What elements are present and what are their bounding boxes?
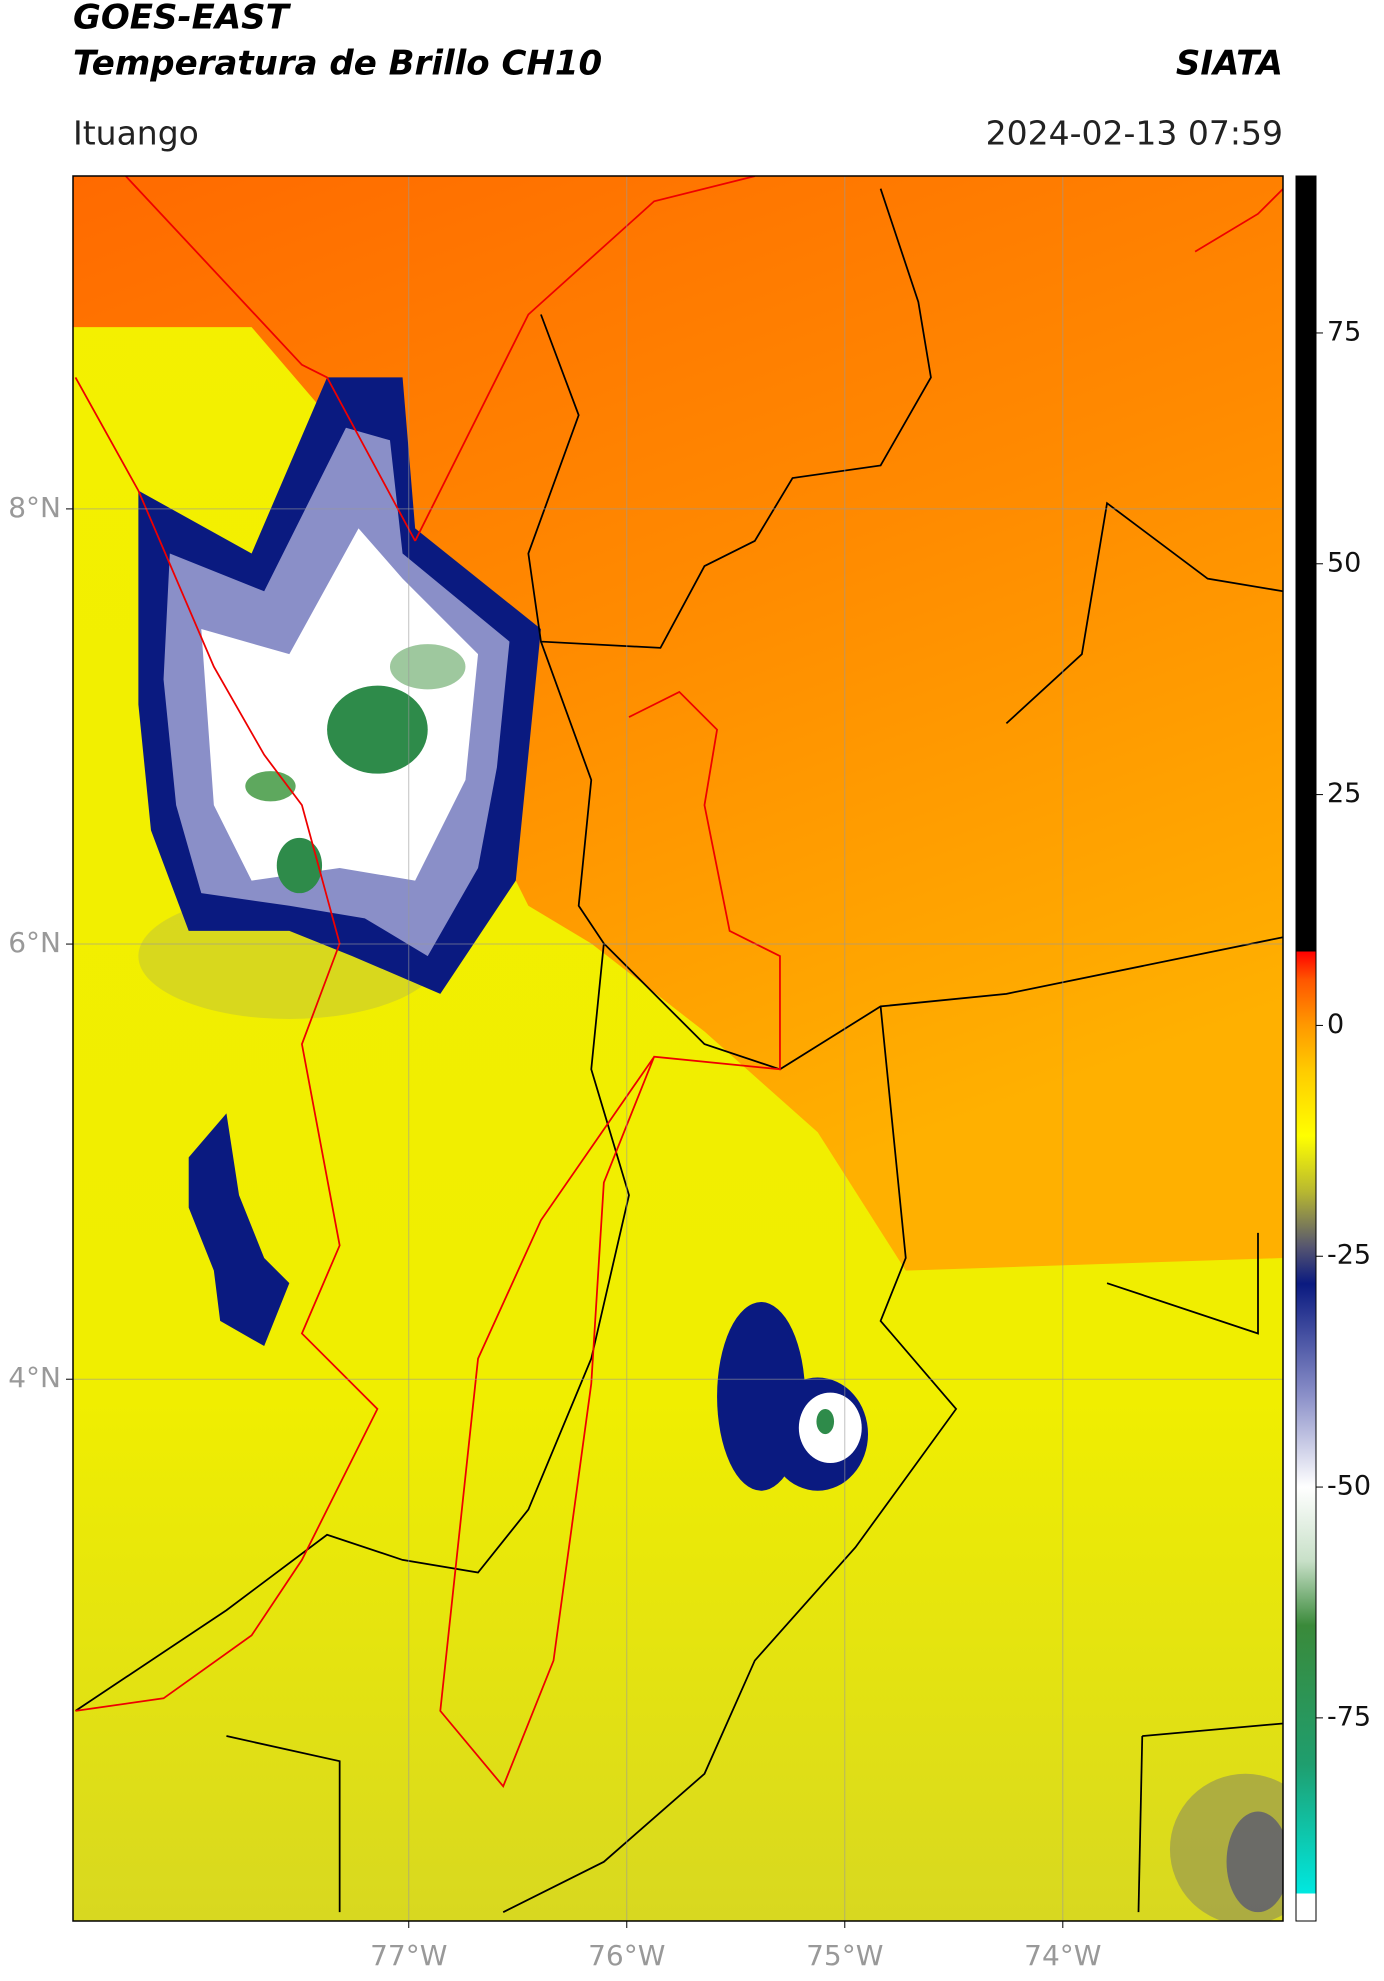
location: Ituango <box>73 114 199 153</box>
y-tick-label: 4°N <box>8 1361 61 1394</box>
colorbar-tick-label: 50 <box>1327 547 1361 578</box>
datetime: 2024-02-13 07:59 <box>986 114 1283 153</box>
colorbar-tick-label: 75 <box>1327 316 1361 347</box>
x-tick-label: 75°W <box>806 1939 883 1972</box>
x-tick-label: 77°W <box>370 1939 447 1972</box>
colorbar-tick-label: -75 <box>1327 1701 1371 1732</box>
x-tick-label: 76°W <box>588 1939 665 1972</box>
y-tick-label: 6°N <box>8 926 61 959</box>
x-tick-label: 74°W <box>1024 1939 1101 1972</box>
map-frame <box>72 175 1284 1922</box>
subtitle: Temperatura de Brillo CH10 <box>73 44 602 84</box>
title: GOES-EAST <box>73 0 292 38</box>
organization: SIATA <box>1176 44 1283 84</box>
colorbar-tick-label: 25 <box>1327 778 1361 809</box>
colorbar-tick-label: 0 <box>1327 1009 1344 1040</box>
colorbar-tick-label: -50 <box>1327 1471 1371 1502</box>
map-image <box>73 176 1283 1921</box>
colorbar <box>1295 175 1317 1922</box>
colorbar-tick-label: -25 <box>1327 1240 1371 1271</box>
grid <box>73 176 1283 1921</box>
y-tick-label: 8°N <box>8 491 61 524</box>
